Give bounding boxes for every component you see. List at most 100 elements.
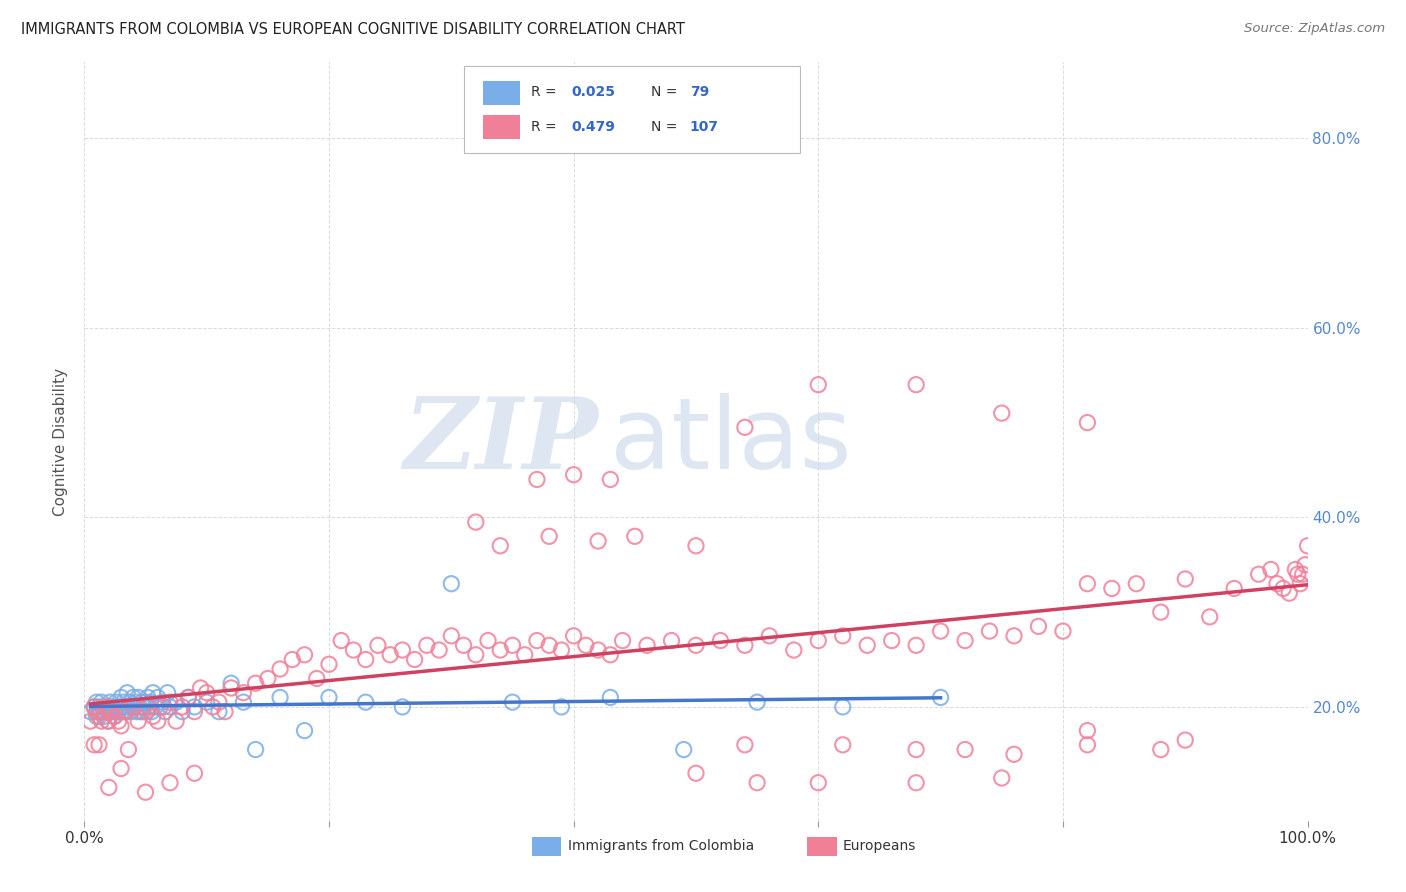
Point (183, 766, 205, 780)
Text: N =: N = (651, 85, 678, 99)
Point (1265, 576, 1288, 591)
Point (685, 766, 707, 780)
Point (1247, 567, 1270, 582)
Point (856, 638, 879, 652)
Point (143, 699, 166, 714)
Point (159, 695, 181, 709)
Point (104, 709, 127, 723)
Point (562, 467, 585, 482)
Point (1294, 558, 1316, 572)
Point (905, 742, 928, 756)
Text: R =: R = (531, 85, 557, 99)
Point (1101, 582, 1123, 596)
Point (152, 695, 174, 709)
FancyBboxPatch shape (484, 115, 520, 139)
Point (747, 695, 769, 709)
Point (807, 377, 830, 392)
Point (1028, 619, 1050, 633)
Point (165, 695, 187, 709)
Point (79, 714, 101, 728)
Point (104, 705, 127, 719)
Point (110, 690, 132, 705)
Point (416, 638, 439, 652)
Point (513, 648, 536, 662)
Point (575, 638, 598, 652)
Point (135, 785, 157, 799)
FancyBboxPatch shape (807, 838, 837, 855)
Point (111, 705, 134, 719)
Point (114, 699, 136, 714)
Point (159, 776, 181, 790)
Point (177, 690, 200, 705)
Point (269, 690, 291, 705)
Point (142, 709, 165, 723)
Point (807, 776, 830, 790)
Point (232, 686, 254, 700)
Point (685, 539, 707, 553)
Point (79, 705, 101, 719)
Point (734, 638, 756, 652)
Point (131, 695, 153, 709)
Point (103, 709, 125, 723)
Point (110, 699, 132, 714)
Point (672, 742, 695, 756)
Point (953, 633, 976, 648)
Point (599, 648, 621, 662)
Point (117, 742, 139, 756)
Text: 0.025: 0.025 (571, 85, 616, 99)
Point (94, 705, 117, 719)
FancyBboxPatch shape (531, 838, 561, 855)
Point (87, 709, 110, 723)
Point (464, 648, 486, 662)
Point (1296, 539, 1319, 553)
Point (93, 709, 115, 723)
Point (101, 699, 124, 714)
Point (105, 695, 128, 709)
Point (502, 695, 524, 709)
Point (122, 699, 145, 714)
Point (142, 686, 165, 700)
Point (257, 672, 280, 686)
Point (342, 643, 364, 657)
Point (201, 699, 224, 714)
FancyBboxPatch shape (484, 80, 520, 105)
Text: R =: R = (531, 120, 557, 134)
Text: ZIP: ZIP (404, 393, 598, 490)
Point (124, 699, 146, 714)
Point (1286, 567, 1309, 582)
Point (538, 529, 561, 543)
Point (734, 738, 756, 752)
Point (132, 705, 155, 719)
Point (208, 695, 231, 709)
Point (354, 652, 377, 666)
Point (586, 643, 609, 657)
Point (1150, 742, 1173, 756)
Point (1002, 747, 1025, 762)
Point (87, 699, 110, 714)
Point (747, 776, 769, 790)
Point (118, 695, 141, 709)
Point (121, 699, 143, 714)
Point (1174, 733, 1197, 747)
Point (391, 643, 413, 657)
Point (86, 695, 108, 709)
Point (880, 633, 903, 648)
Point (96, 699, 118, 714)
Point (135, 695, 157, 709)
Point (127, 714, 149, 728)
Point (183, 705, 205, 719)
Point (120, 705, 142, 719)
Point (87, 705, 110, 719)
Point (107, 705, 129, 719)
Point (195, 695, 218, 709)
Point (404, 652, 426, 666)
Point (245, 676, 267, 690)
Point (91, 699, 114, 714)
Text: atlas: atlas (610, 393, 852, 490)
Text: Europeans: Europeans (842, 839, 917, 854)
Point (734, 420, 756, 434)
Point (269, 662, 291, 676)
Point (245, 742, 267, 756)
Point (149, 699, 172, 714)
Text: Immigrants from Colombia: Immigrants from Colombia (568, 839, 754, 854)
